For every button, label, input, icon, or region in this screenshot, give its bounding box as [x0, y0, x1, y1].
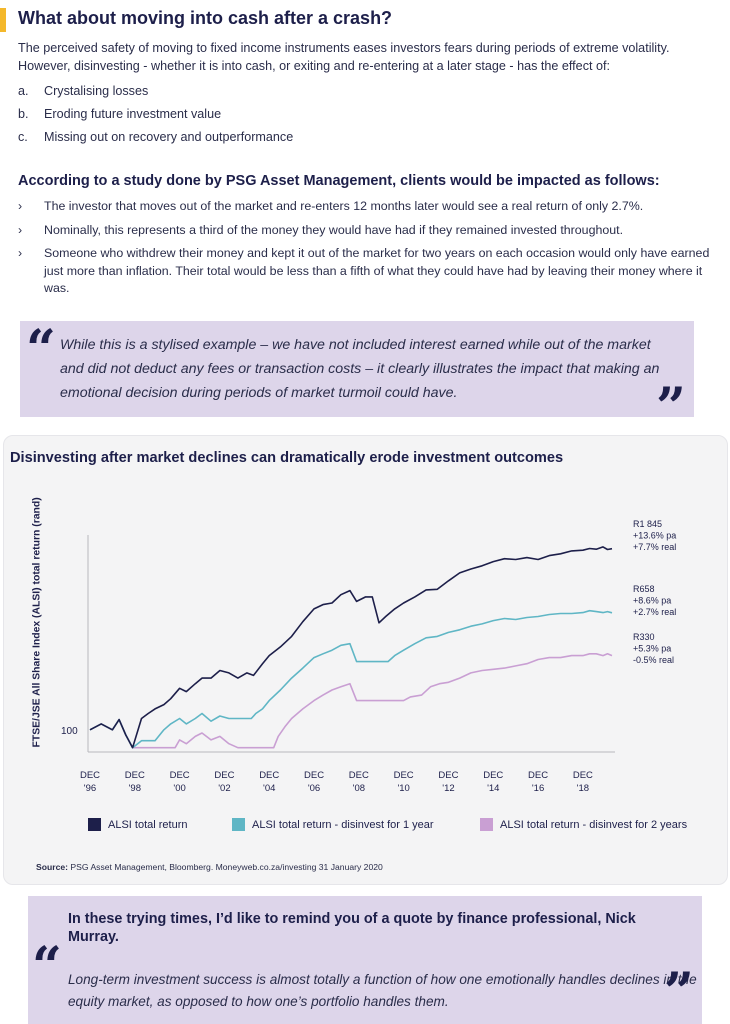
source-label: Source: [36, 862, 68, 872]
series-end-label: R1 845 [633, 519, 662, 529]
open-quote-icon: “ [26, 319, 56, 380]
list-item: c. Missing out on recovery and outperform… [18, 130, 293, 153]
study-points-list: › The investor that moves out of the mark… [18, 198, 713, 304]
list-item: › Nominally, this represents a third of t… [18, 222, 713, 240]
legend-swatch [232, 818, 245, 831]
list-marker: b. [18, 107, 29, 121]
x-tick-label: DEC [80, 770, 100, 781]
series-end-label: +7.7% real [633, 542, 676, 552]
effects-list: a. Crystalising losses b. Eroding future i… [18, 84, 293, 153]
x-tick-label: '98 [129, 783, 141, 794]
study-heading: According to a study done by PSG Asset M… [18, 173, 660, 189]
chart-source: Source: PSG Asset Management, Bloomberg.… [36, 862, 383, 872]
chevron-right-icon: › [18, 199, 23, 213]
heading-accent-bar [0, 8, 6, 32]
series-end-label: -0.5% real [633, 655, 674, 665]
legend-label: ALSI total return - disinvest for 1 year [252, 818, 434, 831]
x-tick-label: DEC [170, 770, 190, 781]
close-quote-icon: ” [664, 962, 694, 1023]
source-text: PSG Asset Management, Bloomberg. Moneywe… [68, 862, 383, 872]
chevron-right-icon: › [18, 246, 23, 260]
chart-card [3, 435, 728, 885]
x-tick-label: '96 [84, 783, 96, 794]
x-tick-label: DEC [483, 770, 503, 781]
legend-label: ALSI total return [108, 818, 188, 831]
series-end-label: R330 [633, 632, 655, 642]
series-line-1 [89, 546, 613, 749]
series-end-label: +8.6% pa [633, 596, 671, 606]
list-item-text: The investor that moves out of the marke… [44, 199, 644, 213]
quote-text: While this is a stylised example – we ha… [60, 337, 660, 401]
x-tick-label: DEC [259, 770, 279, 781]
x-tick-label: '18 [577, 783, 589, 794]
x-tick-label: '16 [532, 783, 544, 794]
x-tick-label: DEC [125, 770, 145, 781]
series-end-label: +5.3% pa [633, 644, 671, 654]
list-item: › The investor that moves out of the mark… [18, 198, 713, 216]
page-title: What about moving into cash after a cras… [18, 8, 393, 28]
legend-item: ALSI total return - disinvest for 2 year… [480, 818, 687, 831]
series-end-label: +13.6% pa [633, 531, 676, 541]
x-tick-label: DEC [438, 770, 458, 781]
x-tick-label: '14 [487, 783, 499, 794]
legend-item: ALSI total return - disinvest for 1 year [232, 818, 434, 831]
x-tick-label: '02 [218, 783, 230, 794]
x-tick-label: '10 [397, 783, 409, 794]
list-item: › Someone who withdrew their money and ke… [18, 245, 713, 298]
list-item-text: Crystalising losses [44, 84, 149, 98]
quote-text: Long-term investment success is almost t… [68, 972, 697, 1009]
x-tick-label: '04 [263, 783, 275, 794]
list-item-text: Someone who withdrew their money and kep… [44, 246, 710, 295]
intro-paragraph: The perceived safety of moving to fixed … [18, 41, 670, 73]
list-item-text: Nominally, this represents a third of th… [44, 222, 624, 237]
series-line-2 [89, 609, 613, 749]
quote-heading: In these trying times, I’d like to remin… [68, 911, 636, 945]
x-tick-label: DEC [528, 770, 548, 781]
list-marker: c. [18, 130, 28, 144]
list-item: a. Crystalising losses [18, 84, 293, 107]
x-tick-label: DEC [304, 770, 324, 781]
list-marker: a. [18, 84, 29, 98]
x-tick-label: DEC [214, 770, 234, 781]
legend-swatch [480, 818, 493, 831]
list-item: b. Eroding future investment value [18, 107, 293, 130]
series-line-3 [89, 652, 613, 749]
list-item-text: Missing out on recovery and outperforman… [44, 130, 294, 144]
chevron-right-icon: › [18, 222, 23, 237]
x-tick-label: DEC [394, 770, 414, 781]
x-tick-label: DEC [573, 770, 593, 781]
x-tick-label: '00 [173, 783, 185, 794]
quote-box: “ While this is a stylised example – we … [20, 319, 694, 438]
x-tick-label: '08 [353, 783, 365, 794]
legend-label: ALSI total return - disinvest for 2 year… [500, 818, 688, 831]
x-tick-label: DEC [349, 770, 369, 781]
x-tick-label: '06 [308, 783, 320, 794]
chart-title: Disinvesting after market declines can d… [10, 450, 564, 466]
quote-box-nick-murray: In these trying times, I’d like to remin… [28, 896, 702, 1024]
series-end-label: R658 [633, 584, 655, 594]
legend-item: ALSI total return [88, 818, 188, 831]
y-tick-label: 100 [61, 726, 78, 737]
legend-swatch [88, 818, 101, 831]
open-quote-icon: “ [32, 936, 62, 997]
list-item-text: Eroding future investment value [44, 107, 222, 121]
x-tick-label: '12 [442, 783, 454, 794]
series-end-label: +2.7% real [633, 607, 676, 617]
close-quote-icon: ” [656, 377, 686, 438]
